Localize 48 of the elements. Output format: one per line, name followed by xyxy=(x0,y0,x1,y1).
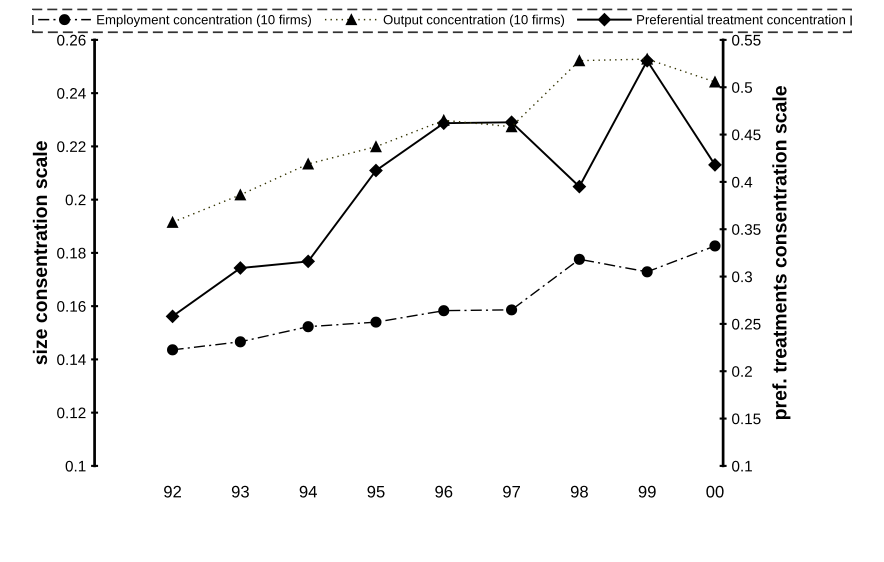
x-tick-label: 99 xyxy=(638,486,656,498)
y2-tick-label: 0.1 xyxy=(732,460,752,472)
y-tick-label: 0.14 xyxy=(57,354,86,366)
legend-label: Preferential treatment concentration xyxy=(637,14,846,24)
x-tick-label: 98 xyxy=(570,486,588,498)
x-tick-label: 93 xyxy=(232,486,249,498)
y2-tick-label: 0.5 xyxy=(732,82,752,93)
y2-tick-label: 0.35 xyxy=(732,224,761,235)
point xyxy=(370,316,382,328)
point xyxy=(369,164,383,178)
y-tick-label: 0.12 xyxy=(57,408,86,418)
point xyxy=(167,344,178,356)
point xyxy=(574,254,585,265)
y-tick-label: 0.26 xyxy=(57,34,86,46)
y-tick-label: 0.1 xyxy=(66,460,86,472)
point xyxy=(572,180,586,194)
y2-tick-label: 0.2 xyxy=(732,366,752,377)
y2-tick-label: 0.25 xyxy=(732,318,761,330)
x-tick-label: 94 xyxy=(300,486,317,498)
y2-tick-label: 0.4 xyxy=(732,176,752,188)
y-tick-label: 0.24 xyxy=(57,88,86,99)
point xyxy=(642,266,653,278)
y-tick-label: 0.16 xyxy=(57,301,86,312)
x-tick-label: 97 xyxy=(503,486,520,498)
point xyxy=(302,321,314,332)
point xyxy=(438,305,450,316)
x-tick-label: 95 xyxy=(367,486,385,498)
y-tick-label: 0.18 xyxy=(57,248,86,259)
point xyxy=(708,158,722,172)
y2-tick-label: 0.15 xyxy=(732,413,761,424)
y2-tick-label: 0.3 xyxy=(732,271,752,282)
y-tick-label: 0.2 xyxy=(66,194,86,206)
point xyxy=(302,254,315,268)
point xyxy=(234,336,246,348)
y-tick-label: 0.22 xyxy=(57,141,86,152)
point xyxy=(709,240,721,252)
point xyxy=(234,261,247,275)
legend-label: Output concentration (10 firms) xyxy=(384,14,564,27)
y2-tick-label: 0.45 xyxy=(732,129,761,140)
point xyxy=(166,310,180,323)
y2-tick-label: 0.55 xyxy=(732,34,761,46)
y-axis-title: size consentration scale xyxy=(32,141,48,365)
y2-axis-title: pref. treatments consentration scale xyxy=(772,86,790,420)
legend-label: Employment concentration (10 firms) xyxy=(97,14,311,27)
x-tick-label: 00 xyxy=(706,486,724,498)
x-tick-label: 96 xyxy=(435,486,452,498)
x-tick-label: 92 xyxy=(164,486,181,498)
point xyxy=(506,304,518,316)
